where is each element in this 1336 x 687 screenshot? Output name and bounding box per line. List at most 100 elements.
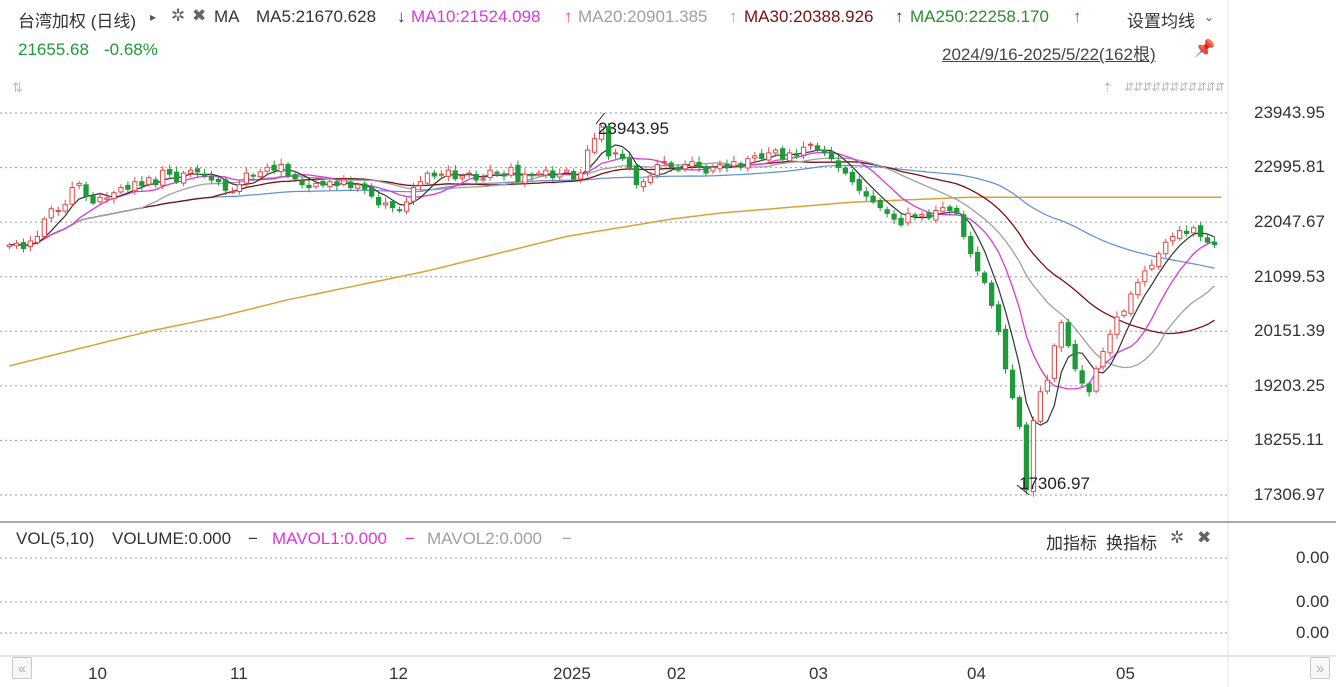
x-tick: 05 <box>1116 664 1135 683</box>
candle-body <box>1204 237 1211 243</box>
candle-body <box>6 244 13 248</box>
candle-body <box>724 164 730 168</box>
candle-body <box>522 173 528 184</box>
candle-body <box>208 176 215 181</box>
candle-body <box>62 204 68 212</box>
candle-body <box>947 206 953 211</box>
scroll-right-button[interactable]: » <box>1310 657 1330 679</box>
candle-body <box>814 145 821 151</box>
vol-gear-icon[interactable]: ✲ <box>1170 528 1185 547</box>
ma250-value: MA250:22258.170 <box>910 7 1049 26</box>
candle-body <box>1191 227 1197 234</box>
candle-body <box>201 173 208 177</box>
candle-body <box>968 235 974 255</box>
candle-body <box>1211 241 1218 246</box>
candle-body <box>689 161 695 168</box>
vol-dash: − <box>405 529 415 548</box>
ma60-line <box>9 164 1215 269</box>
candle-body <box>27 240 34 247</box>
candle-body <box>863 191 869 197</box>
date-range[interactable]: 2024/9/16-2025/5/22(162根) <box>942 45 1156 64</box>
candle-body <box>125 184 131 190</box>
vol-close-icon[interactable]: ✖ <box>1197 528 1212 547</box>
candle-body <box>619 153 626 160</box>
candle-body <box>710 166 716 172</box>
candle-body <box>1128 293 1134 314</box>
candle-body <box>828 151 835 160</box>
ma5-line <box>9 144 1215 426</box>
ma30-arrow-icon: ↑ <box>895 7 904 26</box>
candle-body <box>355 184 361 189</box>
y-tick: 22047.67 <box>1254 212 1325 231</box>
candle-body <box>243 172 249 184</box>
candle-body <box>884 209 890 214</box>
candle-body <box>661 161 667 164</box>
candle-body <box>529 173 535 177</box>
candle-body <box>975 251 981 272</box>
candle-body <box>215 178 222 183</box>
ma10-arrow-icon: ↑ <box>564 7 573 26</box>
candle-body <box>229 191 235 193</box>
collapse-left-icon[interactable]: ⇅ <box>12 80 23 95</box>
pin-icon[interactable]: 📌 <box>1194 39 1216 58</box>
candle-body <box>515 164 521 183</box>
candle-body <box>835 160 842 168</box>
candle-body <box>738 163 744 168</box>
candle-body <box>989 282 995 306</box>
candle-body <box>459 175 465 179</box>
candle-body <box>1051 345 1057 379</box>
candle-body <box>438 173 445 176</box>
ma250-line <box>9 196 1222 367</box>
candle-body <box>271 164 277 171</box>
candle-body <box>905 212 911 224</box>
candle-body <box>41 218 48 237</box>
collapse-arrow-icon[interactable]: ▸ <box>150 10 157 24</box>
vol-dash: − <box>562 529 572 548</box>
scroll-left-button[interactable]: « <box>12 657 32 679</box>
candle-body <box>1072 343 1078 370</box>
candle-body <box>327 181 333 187</box>
candle-body <box>675 166 681 171</box>
candle-body <box>807 143 814 146</box>
ma20-arrow-icon: ↑ <box>729 7 738 26</box>
y-tick: 17306.97 <box>1254 485 1325 504</box>
candle-body <box>403 201 410 212</box>
high-arrow <box>595 112 605 125</box>
x-tick: 2025 <box>553 664 591 683</box>
candle-body <box>926 212 932 219</box>
candle-body <box>320 180 326 186</box>
gear-icon[interactable]: ✲ <box>171 6 186 25</box>
ma-settings-button[interactable]: 设置均线 <box>1127 12 1195 31</box>
candle-body <box>383 202 389 206</box>
vol-dash: − <box>248 529 258 548</box>
candle-body <box>1184 230 1190 235</box>
candle-body <box>731 161 737 167</box>
ma10-line <box>9 151 1215 390</box>
close-icon[interactable]: ✖ <box>192 6 207 25</box>
candle-body <box>1093 368 1099 392</box>
candle-body <box>919 214 925 217</box>
candle-body <box>69 187 75 205</box>
x-tick: 12 <box>389 664 408 683</box>
y-tick: 22995.81 <box>1254 157 1325 176</box>
candle-body <box>473 174 479 181</box>
candle-body <box>257 171 263 178</box>
candle-body <box>389 201 396 209</box>
chart-title: 台湾加权 (日线) <box>18 12 137 31</box>
candle-body <box>626 158 633 168</box>
chevron-down-icon[interactable]: ⌄ <box>1204 10 1215 24</box>
add-indicator-button[interactable]: 加指标 <box>1046 534 1097 553</box>
vol-title: VOL(5,10) <box>16 529 95 548</box>
candle-body <box>48 208 54 219</box>
candle-body <box>417 181 424 186</box>
candle-body <box>1142 270 1148 283</box>
candle-body <box>90 195 96 204</box>
switch-indicator-button[interactable]: 换指标 <box>1106 534 1157 553</box>
candle-body <box>696 161 702 168</box>
ma30-line <box>9 160 1215 335</box>
candle-body <box>222 179 229 191</box>
candle-body <box>313 182 319 188</box>
candle-body <box>877 200 883 209</box>
collapse-up-icon[interactable]: ⇡ <box>1102 80 1113 95</box>
